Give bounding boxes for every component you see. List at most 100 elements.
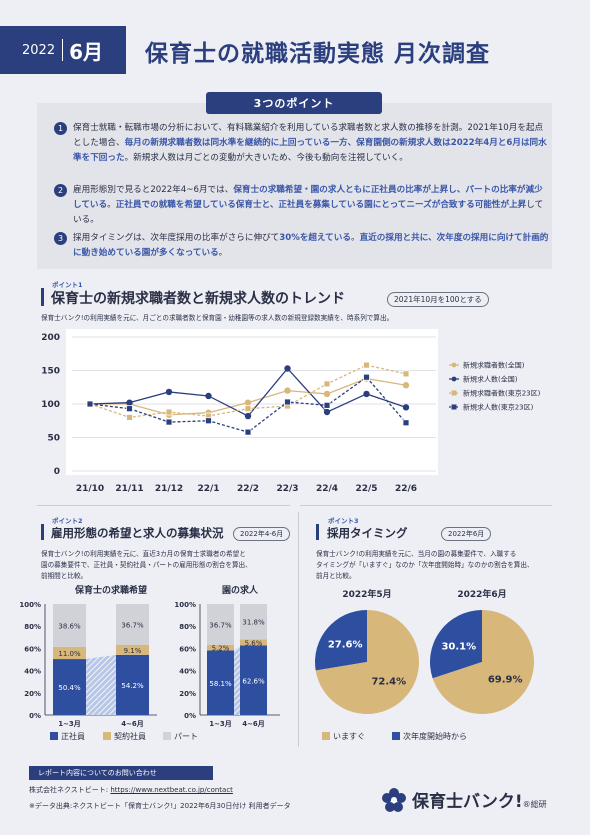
logo-name: 保育士バンク! — [412, 792, 523, 812]
header-separator — [62, 39, 64, 61]
logo-text: 保育士バンク!®総研 — [412, 787, 547, 812]
legend-swatch — [163, 732, 171, 740]
bar-segment — [53, 646, 86, 660]
bar-value-label: 36.7% — [121, 621, 144, 629]
section3-note-line: 前月と比較。 — [316, 572, 356, 580]
section3-pill: 2022年6月 — [441, 527, 492, 541]
bar-segment — [53, 604, 86, 647]
point-text-part: 保育士就職・転職市場の分析において、有料職業紹介を利用している求職者数と求人数の… — [73, 123, 544, 148]
section2-tag: ポイント2 — [52, 517, 83, 525]
section2-note-line: 前期間と比較。 — [41, 572, 88, 580]
y-tick-label: 40% — [24, 668, 41, 676]
legend-marker — [451, 362, 457, 368]
pie-slice — [432, 610, 534, 714]
bar-connector — [234, 645, 240, 715]
data-point — [126, 414, 133, 421]
legend-label: 次年度開始時から — [403, 731, 467, 741]
section3-title: 採用タイミング — [327, 526, 408, 540]
legend-swatch — [103, 732, 111, 740]
point-text-part: 。 — [107, 200, 116, 210]
point-text-part: 。新規求人数は月ごとの変動が大きいため、今後も動向を注視していく。 — [124, 153, 408, 163]
y-tick-label: 80% — [179, 623, 196, 631]
logo-registered: ® — [522, 800, 531, 809]
pie-slice — [430, 610, 482, 679]
x-tick-label: 22/4 — [316, 484, 338, 494]
legend-marker — [451, 390, 457, 396]
point-2: 2 雇用形態別で見ると2022年4~6月では、保育士の求職希望・園の求人ともに正… — [54, 183, 551, 228]
section2-title: 雇用形態の希望と求人の募集状況 — [51, 526, 224, 540]
key-points-tab: 3つのポイント — [206, 92, 382, 114]
data-point — [126, 399, 133, 406]
bar-segment — [116, 654, 149, 715]
data-point — [402, 370, 410, 378]
x-tick-label: 21/10 — [76, 484, 104, 494]
bar-segment — [207, 644, 234, 651]
section1-tag: ポイント1 — [52, 281, 83, 289]
flower-logo-icon — [382, 788, 406, 812]
group-title: 保育士の求職希望 — [74, 584, 147, 596]
x-tick-label: 4~6月 — [121, 720, 144, 728]
section2-note-line: 園の募集要件で、正社員・契約社員・パートの雇用形態の割合を算出、 — [41, 561, 252, 569]
point-text: 雇用形態別で見ると2022年4~6月では、保育士の求職希望・園の求人ともに正社員… — [73, 183, 551, 228]
legend-label: 新規求人数(全国) — [463, 375, 518, 384]
legend-label: 新規求職者数(東京23区) — [463, 389, 541, 398]
point-text-part: 雇用形態別で見ると2022年4~6月では、 — [73, 185, 234, 195]
y-tick-label: 0% — [29, 712, 41, 720]
report-title: 保育士の就職活動実態 月次調査 — [145, 41, 491, 67]
pie-value-label: 72.4% — [371, 677, 406, 688]
contact-link[interactable]: https://www.nextbeat.co.jp/contact — [110, 786, 233, 794]
group-title: 園の求人 — [222, 584, 259, 596]
section-divider — [37, 505, 290, 506]
point-highlight: 30%を超えている — [279, 233, 351, 243]
point-text-part: 。 — [350, 233, 360, 243]
data-point — [86, 400, 94, 408]
date-badge: 2022 6月 — [0, 26, 126, 74]
data-point — [402, 419, 410, 427]
y-tick-label: 150 — [41, 367, 60, 377]
bar-connector — [86, 654, 116, 715]
y-tick-label: 40% — [179, 668, 196, 676]
y-tick-label: 0% — [184, 712, 196, 720]
section1-note: 保育士バンク!の利用実績を元に、月ごとの求職者数と保育園・幼稚園等の求人数の新規… — [41, 314, 394, 322]
y-tick-label: 50 — [47, 434, 60, 444]
data-point — [402, 382, 410, 389]
y-tick-label: 20% — [179, 690, 196, 698]
section3-tag: ポイント3 — [328, 517, 359, 525]
bar-value-label: 11.0% — [58, 650, 81, 658]
legend-marker — [451, 404, 457, 410]
data-point — [165, 418, 173, 426]
y-tick-label: 100% — [174, 601, 196, 609]
point-highlight: 直近の採用と共に、次年度の採用に向けて計画的に動き始めている園が多くなっている — [73, 233, 549, 258]
section2-note: 保育士バンク!の利用実績を元に、直近3カ月の保育士求職者の希望と 園の募集要件で… — [41, 549, 252, 582]
section3-note-line: 保育士バンク!の利用実績を元に、当月の園の募集要件で、入職する — [316, 550, 517, 558]
data-point — [284, 365, 291, 372]
data-point — [165, 408, 173, 416]
section-divider — [298, 512, 299, 747]
data-point — [284, 387, 291, 394]
x-tick-label: 21/11 — [115, 484, 143, 494]
section1-title: 保育士の新規求職者数と新規求人数のトレンド — [51, 291, 345, 307]
point-text-part: 採用タイミングは、次年度採用の比率がさらに伸びて — [73, 233, 280, 243]
point-number: 3 — [54, 232, 67, 245]
legend-label: いますぐ — [333, 732, 365, 741]
section2-note-line: 保育士バンク!の利用実績を元に、直近3カ月の保育士求職者の希望と — [41, 550, 246, 558]
legend-marker — [451, 376, 457, 382]
legend-label: 正社員 — [61, 731, 85, 741]
data-point — [323, 401, 331, 409]
point-text: 採用タイミングは、次年度採用の比率がさらに伸びて30%を超えている。直近の採用と… — [73, 231, 551, 261]
pie-slice — [315, 610, 419, 714]
x-tick-label: 1~3月 — [209, 720, 232, 728]
point-highlight: 正社員での就職を希望している保育士と、正社員を募集している園にとってニーズが合致… — [115, 200, 527, 210]
pie-value-label: 69.9% — [488, 675, 523, 686]
point-number: 2 — [54, 184, 67, 197]
point-highlight: 毎月の新規求職者数は同水準を継続的に上回っている一方、保育園側の新規求人数は20… — [73, 138, 547, 163]
company-name: 株式会社ネクストビート: — [29, 786, 111, 794]
section2-pill: 2022年4-6月 — [233, 527, 291, 541]
bar-value-label: 54.2% — [121, 682, 144, 690]
data-point — [323, 390, 331, 398]
y-tick-label: 0 — [54, 467, 60, 477]
pie-title: 2022年5月 — [342, 588, 391, 600]
data-point — [126, 405, 133, 413]
data-point — [323, 408, 331, 416]
data-point — [244, 405, 252, 413]
